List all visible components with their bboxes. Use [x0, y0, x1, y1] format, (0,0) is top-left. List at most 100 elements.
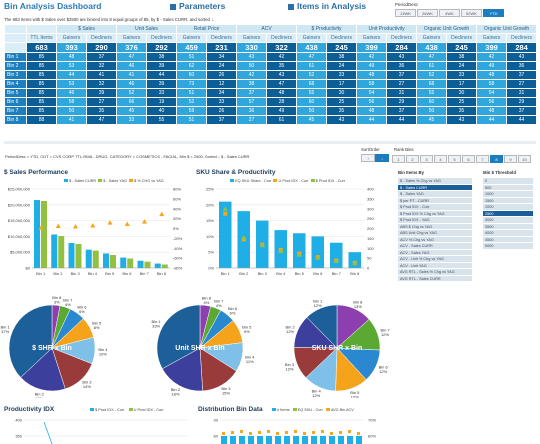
bin-cell[interactable]: 58 [476, 79, 508, 89]
bin-items-by-option[interactable]: $ Prod IDX - YAG [398, 217, 472, 224]
rank-bin-button-5[interactable]: 5 [448, 155, 461, 163]
bin-cell[interactable]: 30 [446, 88, 478, 98]
bin-cell[interactable]: 46 [116, 61, 147, 71]
bin-cell[interactable]: 85 [26, 106, 57, 116]
sales-curr-bar[interactable] [68, 243, 75, 268]
sales-curr-bar[interactable] [85, 249, 92, 268]
bin-cell[interactable]: 46 [116, 79, 147, 89]
bin-cell[interactable]: 28 [266, 97, 298, 107]
bin-cell[interactable]: 33 [326, 70, 358, 80]
avg-acv-marker[interactable] [267, 430, 270, 433]
bin-cell[interactable]: 60 [416, 97, 448, 107]
bin-cell[interactable]: 37 [506, 70, 538, 80]
d-prod-marker[interactable] [333, 258, 339, 264]
threshold-option[interactable]: 3500 [483, 223, 533, 230]
bin-cell[interactable]: 52 [296, 70, 328, 80]
bin-cell[interactable]: 39 [145, 79, 178, 89]
threshold-option[interactable]: 1500 [483, 197, 533, 204]
sales-yag-bar[interactable] [144, 261, 151, 268]
d-prod-marker[interactable] [241, 234, 247, 240]
bin-cell[interactable]: 29 [386, 97, 418, 107]
d-prod-marker[interactable] [278, 248, 284, 254]
bin-items-by-option[interactable]: ACV % Chg vs YAG [398, 236, 472, 243]
threshold-option[interactable]: 2000 [483, 204, 533, 211]
bin-cell[interactable]: 85 [26, 61, 57, 71]
bin-cell[interactable]: 55 [145, 115, 178, 125]
avg-acv-marker[interactable] [330, 432, 333, 435]
sales-chg-marker[interactable] [107, 220, 113, 225]
bin-cell[interactable]: 47 [296, 52, 328, 62]
bin-cell[interactable]: 35 [446, 106, 478, 116]
bin-cell[interactable]: 31 [386, 88, 418, 98]
bin-cell[interactable]: 49 [266, 106, 298, 116]
avg-acv-marker[interactable] [240, 430, 243, 433]
bin-cell[interactable]: 57 [236, 97, 268, 107]
bin-cell[interactable]: 52 [176, 97, 208, 107]
bin-cell[interactable]: 19 [145, 97, 178, 107]
sales-yag-bar[interactable] [92, 250, 99, 268]
bin-items-by-option[interactable]: $ - Sales CURR [398, 184, 472, 191]
bin-cell[interactable]: 38 [446, 52, 478, 62]
bin-cell[interactable]: 33 [145, 88, 178, 98]
rank-bin-button-3[interactable]: 3 [420, 155, 433, 163]
bin-cell[interactable]: 85 [26, 79, 57, 89]
bin-cell[interactable]: 48 [476, 70, 508, 80]
avg-acv-marker[interactable] [357, 432, 360, 435]
bin-cell[interactable]: 26 [206, 106, 238, 116]
bin-cell[interactable]: 52 [416, 70, 448, 80]
bin-cell[interactable]: 35 [266, 61, 298, 71]
bin-cell[interactable]: 27 [86, 97, 117, 107]
bin-cell[interactable]: 41 [56, 115, 87, 125]
items-bar[interactable] [293, 436, 299, 444]
period-button-4wk[interactable]: 4WK [439, 9, 460, 17]
bin-cell[interactable]: 38 [236, 79, 268, 89]
sales-curr-bar[interactable] [34, 200, 40, 268]
items-bar[interactable] [311, 436, 317, 444]
bin-cell[interactable]: 40 [145, 106, 178, 116]
bin-cell[interactable]: 48 [356, 70, 388, 80]
bin-cell[interactable]: 39 [145, 61, 178, 71]
bin-cell[interactable]: 60 [176, 70, 208, 80]
bin-cell[interactable]: 43 [236, 52, 268, 62]
bin-cell[interactable]: 37 [386, 70, 418, 80]
bin-cell[interactable]: 45 [416, 115, 448, 125]
metric-header[interactable]: Unit Sales [115, 24, 178, 34]
sales-curr-bar[interactable] [154, 263, 161, 268]
d-prod-marker[interactable] [296, 252, 302, 257]
threshold-option[interactable]: 4500 [483, 236, 533, 243]
bin-cell[interactable]: 34 [206, 88, 238, 98]
pie-slice[interactable] [306, 304, 338, 349]
bin-cell[interactable]: 51 [176, 115, 208, 125]
items-bar[interactable] [320, 436, 326, 444]
bin-items-by-option[interactable]: ACV - Sales CURR [398, 243, 472, 250]
bin-cell[interactable]: 43 [266, 70, 298, 80]
sales-curr-bar[interactable] [120, 257, 127, 268]
bin-cell[interactable]: 26 [206, 70, 238, 80]
avg-acv-marker[interactable] [294, 430, 297, 433]
metric-header[interactable]: $ Productivity [296, 24, 358, 34]
rank-bin-button-7[interactable]: 7 [476, 155, 489, 163]
bin-cell[interactable]: 42 [236, 70, 268, 80]
sku-share-bar[interactable] [293, 233, 306, 268]
bin-cell[interactable]: 61 [296, 61, 328, 71]
bin-cell[interactable]: 55 [296, 88, 328, 98]
bin-cell[interactable]: 85 [26, 70, 57, 80]
bin-cell[interactable]: 35 [86, 106, 117, 116]
bin-cell[interactable]: 58 [56, 97, 87, 107]
bin-cell[interactable]: 61 [416, 61, 448, 71]
bin-cell[interactable]: 47 [416, 52, 448, 62]
period-button-52wk[interactable]: 52WK [461, 9, 482, 17]
bin-cell[interactable]: 88 [26, 115, 57, 125]
bin-cell[interactable]: 24 [206, 61, 238, 71]
bin-cell[interactable]: 54 [476, 88, 508, 98]
bin-cell[interactable]: 27 [386, 79, 418, 89]
items-heading[interactable]: Items in Analysis [288, 1, 366, 11]
bin-cell[interactable]: 47 [116, 52, 147, 62]
items-bar[interactable] [239, 436, 245, 444]
u-prod-marker[interactable] [223, 211, 228, 216]
bin-cell[interactable]: 37 [506, 106, 538, 116]
sales-yag-bar[interactable] [58, 236, 65, 268]
bin-cell[interactable]: 37 [86, 52, 117, 62]
bin-cell[interactable]: 25 [326, 97, 358, 107]
bin-items-by-option[interactable]: $ per PT - CURR [398, 197, 472, 204]
